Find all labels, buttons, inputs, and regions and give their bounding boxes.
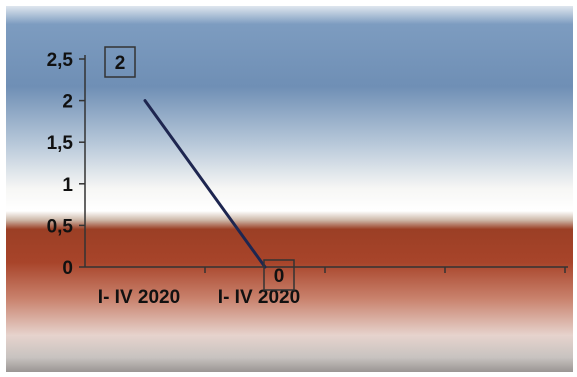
y-tick-label: 1,5 xyxy=(47,133,74,154)
chart-frame: 0 0,5 1 1,5 2 2,5 I- IV 2020 I- IV 2020 2 0 xyxy=(6,6,573,372)
x-category-label: I- IV 2020 xyxy=(98,287,180,308)
data-label: 2 xyxy=(115,53,126,74)
data-label-box xyxy=(104,46,136,78)
y-tick-label: 1 xyxy=(62,175,73,196)
data-label: 0 xyxy=(274,266,285,287)
y-tick-label: 0,5 xyxy=(47,216,74,237)
y-tick-label: 2,5 xyxy=(47,50,74,71)
x-category-label: I- IV 2020 xyxy=(218,287,300,308)
y-tick-label: 0 xyxy=(62,258,73,279)
chart-background xyxy=(6,6,573,372)
series-line xyxy=(143,99,267,269)
line-chart: 0 0,5 1 1,5 2 2,5 I- IV 2020 I- IV 2020 2 0 xyxy=(6,6,573,372)
data-label-box xyxy=(263,259,295,291)
y-tick-label: 2 xyxy=(62,92,73,113)
